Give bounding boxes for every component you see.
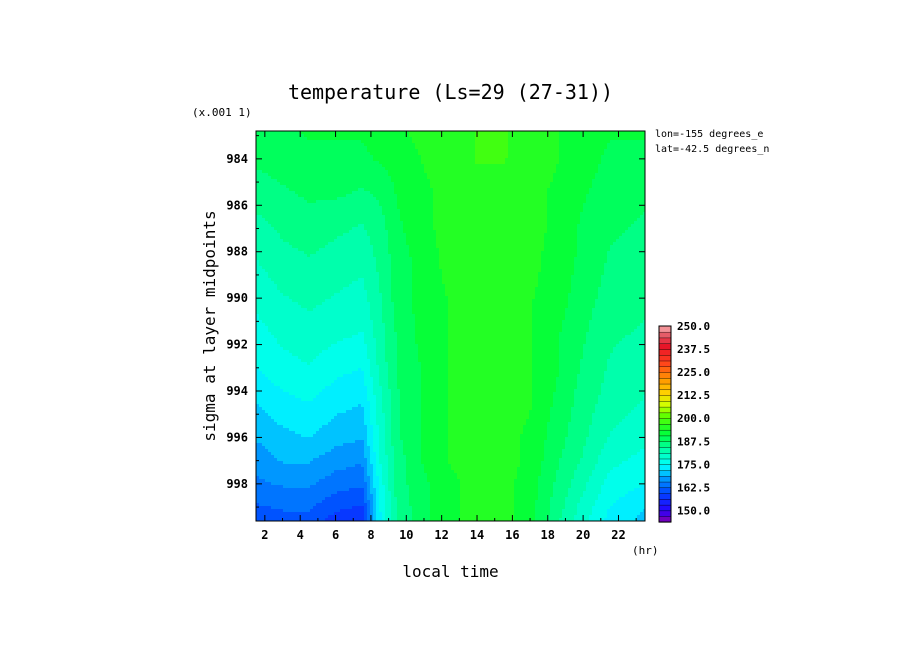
x-tick-label: 8: [367, 528, 374, 542]
annotation-0: lon=-155 degrees_e: [655, 129, 763, 140]
colorbar-swatch: [658, 331, 672, 339]
x-tick-label: 12: [434, 528, 448, 542]
x-tick-label: 20: [576, 528, 590, 542]
colorbar-swatch: [658, 371, 672, 379]
colorbar-label: 162.5: [677, 481, 710, 494]
contour-field: [256, 131, 646, 522]
y-tick-label: 986: [226, 198, 248, 212]
y-axis-label: sigma at layer midpoints: [200, 210, 219, 441]
x-tick-label: 14: [470, 528, 484, 542]
colorbar-swatch: [658, 400, 672, 408]
colorbar-swatch: [658, 337, 672, 344]
colorbar-swatch: [658, 446, 672, 454]
colorbar-swatch: [658, 441, 672, 448]
colorbar-swatch: [658, 343, 672, 350]
colorbar-label: 187.5: [677, 435, 710, 448]
y-tick-label: 998: [226, 477, 248, 491]
colorbar-label: 225.0: [677, 366, 710, 379]
colorbar-swatch: [658, 423, 672, 431]
colorbar-swatch: [658, 377, 672, 385]
colorbar-swatch: [658, 325, 672, 333]
x-tick-label: 22: [611, 528, 625, 542]
colorbar-swatch: [658, 498, 672, 506]
colorbar-label: 150.0: [677, 504, 710, 517]
colorbar-swatch: [658, 348, 672, 356]
colorbar-swatch: [658, 429, 672, 437]
colorbar-swatch: [658, 516, 672, 523]
annotation-1: lat=-42.5 degrees_n: [655, 144, 769, 155]
y-tick-label: 988: [226, 245, 248, 259]
colorbar-swatch: [658, 418, 672, 425]
colorbar-swatch: [658, 458, 672, 465]
colorbar-swatch: [658, 360, 672, 367]
colorbar-label: 250.0: [677, 320, 710, 333]
colorbar-frame: [658, 325, 672, 523]
colorbar-swatch: [658, 510, 672, 517]
colorbar-swatch: [658, 492, 672, 500]
y-axis-unit: (x.001 1): [192, 106, 252, 119]
y-tick-label: 994: [226, 384, 248, 398]
x-tick-label: 6: [332, 528, 339, 542]
colorbar-swatch: [658, 475, 672, 483]
colorbar-swatch: [658, 366, 672, 373]
x-axis-label: local time: [402, 562, 498, 581]
x-axis-unit: (hr): [632, 544, 659, 557]
x-tick-label: 4: [297, 528, 304, 542]
colorbar-label: 175.0: [677, 458, 710, 471]
plot-frame: [255, 130, 646, 522]
x-tick-label: 18: [541, 528, 555, 542]
colorbar-swatch: [658, 383, 672, 391]
colorbar-swatch: [658, 487, 672, 494]
colorbar: 250.0 237.5 225.0 212.5 200.0 187.5 175.0 162.5…: [658, 320, 710, 523]
colorbar-swatch: [658, 504, 672, 512]
colorbar-swatch: [658, 406, 672, 414]
colorbar-swatch: [658, 481, 672, 489]
colorbar-label: 200.0: [677, 412, 710, 425]
colorbar-label: 237.5: [677, 343, 710, 356]
colorbar-label: 212.5: [677, 389, 710, 402]
y-tick-label: 996: [226, 430, 248, 444]
colorbar-swatch: [658, 435, 672, 442]
colorbar-swatch: [658, 354, 672, 362]
colorbar-swatch: [658, 469, 672, 477]
colorbar-swatch: [658, 452, 672, 460]
colorbar-swatch: [658, 464, 672, 471]
y-tick-label: 990: [226, 291, 248, 305]
y-tick-label: 984: [226, 152, 248, 166]
colorbar-swatch: [658, 394, 672, 402]
y-tick-label: 992: [226, 338, 248, 352]
chart-title: temperature (Ls=29 (27-31)): [288, 80, 613, 104]
colorbar-swatch: [658, 389, 672, 396]
x-tick-label: 10: [399, 528, 413, 542]
x-tick-label: 16: [505, 528, 519, 542]
colorbar-swatch: [658, 412, 672, 419]
x-tick-label: 2: [261, 528, 268, 542]
